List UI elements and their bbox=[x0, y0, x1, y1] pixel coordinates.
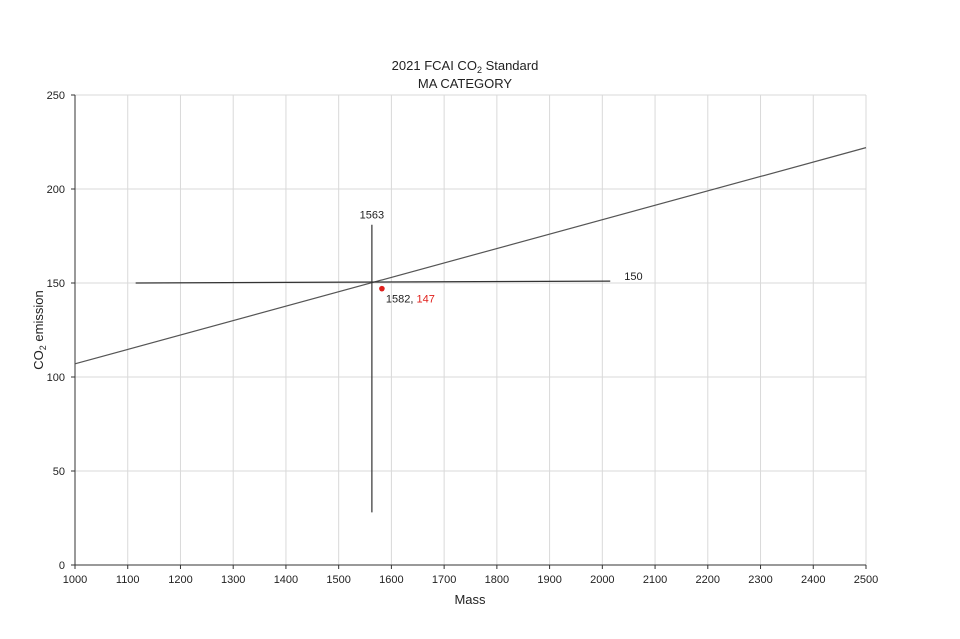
point-y-label: 147 bbox=[417, 294, 435, 306]
data-marks bbox=[379, 285, 385, 292]
x-tick-label: 2200 bbox=[696, 574, 720, 586]
y-tick-label: 50 bbox=[53, 466, 65, 478]
y-tick-label: 200 bbox=[47, 184, 65, 196]
x-tick-label: 1700 bbox=[432, 574, 456, 586]
x-tick-label: 1600 bbox=[379, 574, 403, 586]
chart-subtitle: MA CATEGORY bbox=[418, 76, 512, 91]
point-label: 1582, 147 bbox=[386, 294, 435, 306]
x-axis-title: Mass bbox=[454, 592, 486, 607]
vertical-line-label: 1563 bbox=[360, 210, 384, 222]
x-tick-label: 1000 bbox=[63, 574, 87, 586]
horizontal-line-label: 150 bbox=[624, 271, 642, 283]
x-tick-label: 1100 bbox=[116, 574, 140, 586]
tick-labels: 1000 1100 1200 1300 1400 1500 1600 1700 1800 1900… bbox=[47, 90, 879, 586]
y-tick-label: 150 bbox=[47, 278, 65, 290]
x-tick-label: 2100 bbox=[643, 574, 667, 586]
data-point bbox=[379, 285, 385, 292]
x-tick-label: 1800 bbox=[485, 574, 509, 586]
x-tick-label: 2000 bbox=[590, 574, 614, 586]
x-tick-label: 2500 bbox=[854, 574, 878, 586]
axes bbox=[71, 94, 867, 569]
x-tick-label: 1900 bbox=[537, 574, 561, 586]
point-x-label: 1582, bbox=[386, 294, 417, 306]
x-tick-label: 1200 bbox=[168, 574, 192, 586]
y-tick-label: 250 bbox=[47, 90, 65, 102]
target-150-line bbox=[135, 280, 611, 284]
series-lines bbox=[74, 147, 867, 513]
chart-title: 2021 FCAI CO2 Standard bbox=[392, 58, 539, 75]
x-tick-label: 1500 bbox=[326, 574, 350, 586]
x-tick-label: 2400 bbox=[801, 574, 825, 586]
standard-line bbox=[74, 147, 867, 365]
x-tick-label: 1400 bbox=[274, 574, 298, 586]
x-tick-label: 1300 bbox=[221, 574, 245, 586]
y-axis-title: CO2 emission bbox=[31, 290, 48, 369]
y-tick-label: 100 bbox=[47, 372, 65, 384]
x-tick-label: 2300 bbox=[748, 574, 772, 586]
y-tick-label: 0 bbox=[59, 560, 65, 572]
grid bbox=[74, 94, 867, 566]
